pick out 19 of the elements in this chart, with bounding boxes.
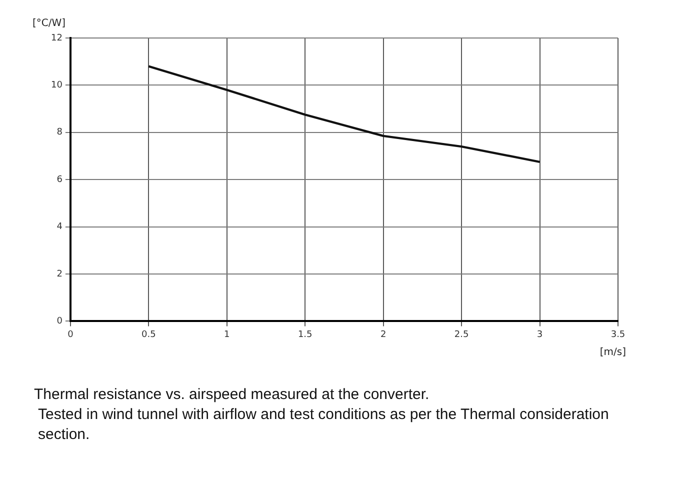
y-axis-title: [°C/W]: [32, 18, 66, 29]
y-tick-label: 8: [56, 128, 63, 138]
y-tick-label: 4: [56, 222, 63, 232]
x-tick-label: 1.5: [298, 330, 312, 340]
y-tick-label: 2: [56, 269, 62, 280]
y-tick-label: 6: [56, 174, 63, 185]
x-tick-label: 2: [380, 330, 386, 340]
text: Tested in wind tunnel with airflow and test conditions as per the Thermal consideration section.: [38, 405, 610, 445]
text: Thermal resistance vs. airspeed measured at the converter.: [34, 385, 430, 405]
x-tick-label: 0.5: [142, 330, 156, 340]
x-tick-label: 0: [68, 330, 74, 340]
y-tick-label: 0: [56, 316, 63, 327]
x-tick-label: 3.5: [610, 330, 626, 340]
y-tick-label: 12: [51, 33, 62, 44]
x-axis-title: [m/s]: [600, 347, 626, 358]
x-tick-label: 3: [536, 330, 543, 340]
x-tick-label: 2.5: [454, 330, 469, 340]
y-tick-label: 10: [51, 80, 63, 91]
x-tick-label: 1: [224, 330, 230, 340]
